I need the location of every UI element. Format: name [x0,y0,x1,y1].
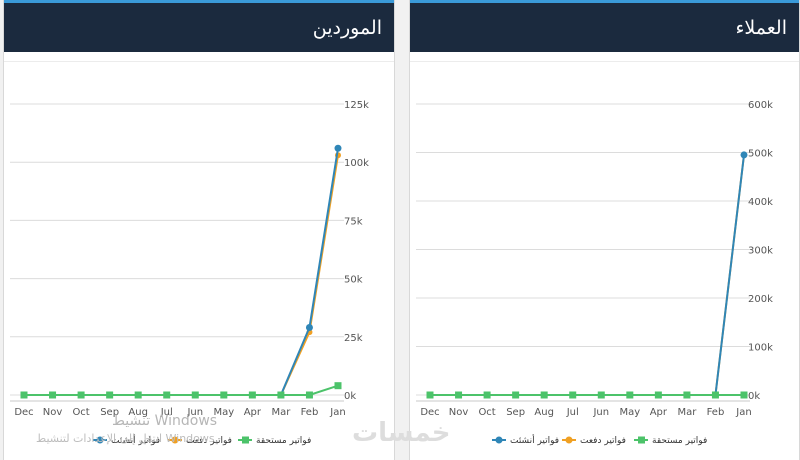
legend-marker [495,436,503,444]
x-tick-label: Feb [707,407,725,418]
x-tick-label: Dec [14,407,33,418]
data-point [711,391,719,399]
x-tick-label: Aug [534,407,554,418]
x-tick-label: Jun [592,407,609,418]
y-tick-label: 200k [748,294,773,305]
series-line [24,384,339,396]
customers-header: العملاء [410,0,799,52]
customers-chart: 0k 100k 200k 300k 400k 500k 600k Dec Nov Oct Sep Au… [416,100,773,446]
x-tick-label: Mar [271,407,291,418]
data-point [248,391,256,399]
x-tick-label: Nov [449,407,469,418]
legend-marker [242,436,249,444]
series-line [430,154,745,396]
data-point [483,391,491,399]
y-tick-label: 400k [748,197,773,208]
data-point [334,382,342,390]
data-point [455,391,463,399]
customers-title: العملاء [735,17,788,39]
y-tick-label: 25k [344,333,363,344]
suppliers-chart: 0k 25k 50k 75k 100k 125k Dec Nov Oct Sep Aug Jul Jun… [10,100,369,446]
chart-legend: فواتير أنشئت فواتير دفعت فواتير مستحقة [93,434,311,446]
customers-panel: العملاء 0k 100k 200k 300k 400k 500k 600k Dec Nov… [409,0,800,460]
legend-marker [638,436,645,444]
data-point [512,391,520,399]
data-point [540,391,548,399]
data-point [305,391,313,399]
x-tick-label: Mar [677,407,697,418]
data-point [220,391,228,399]
x-tick-label: Dec [420,407,439,418]
windows-activation-title: تنشيط Windows [112,413,218,429]
data-point [77,391,85,399]
chart-legend: فواتير أنشئت فواتير دفعت فواتير مستحقة [492,434,707,446]
data-point [20,391,28,399]
suppliers-header: الموردين [4,0,394,52]
legend-marker [96,436,104,444]
y-tick-label: 0k [344,391,356,402]
x-tick-label: Sep [100,407,119,418]
y-tick-label: 0k [748,391,760,402]
data-point [740,151,748,159]
data-point [334,144,342,152]
y-tick-label: 500k [748,149,773,160]
data-point [426,391,434,399]
legend-label: فواتير مستحقة [652,436,707,446]
x-tick-label: Aug [128,407,148,418]
y-tick-label: 125k [344,100,369,111]
x-tick-label: Oct [478,407,495,418]
data-point [49,391,57,399]
windows-activation-hint: انتقل إلى الإعدادات لتنشيط Windows. [36,432,219,445]
legend-label: فواتير دفعت [580,436,626,446]
legend-label: فواتير أنشئت [111,434,160,446]
x-tick-label: Oct [72,407,89,418]
legend-label: فواتير دفعت [186,436,232,446]
y-tick-label: 100k [344,158,369,169]
data-point [106,391,114,399]
data-point [277,391,285,399]
data-point [191,391,199,399]
data-point [134,391,142,399]
data-point [597,391,605,399]
legend-marker [171,436,179,444]
data-point [626,391,634,399]
legend-label: فواتير مستحقة [256,436,311,446]
x-tick-label: Jan [735,407,751,418]
x-tick-label: Jul [160,407,173,418]
data-point [305,323,313,331]
data-point [163,391,171,399]
y-tick-label: 600k [748,100,773,111]
x-tick-label: Nov [43,407,63,418]
data-point [683,391,691,399]
y-tick-label: 100k [748,343,773,354]
x-tick-label: Sep [506,407,525,418]
x-tick-label: Apr [244,407,262,418]
series-line [24,148,339,396]
series-line [24,155,339,396]
x-tick-label: Feb [301,407,319,418]
suppliers-panel: الموردين 0k 25k 50k 75k 100k 125k Dec Nov Oct Sep… [3,0,395,460]
y-tick-label: 50k [344,275,363,286]
x-tick-label: May [619,407,640,418]
x-tick-label: Jun [186,407,203,418]
legend-marker [565,436,573,444]
suppliers-title: الموردين [312,17,382,39]
x-tick-label: Jan [329,407,345,418]
legend-label: فواتير أنشئت [510,434,559,446]
y-tick-label: 75k [344,216,363,227]
khamsat-logo: خمسات [352,418,451,448]
x-tick-label: May [213,407,234,418]
data-point [654,391,662,399]
series-line [430,154,745,396]
data-point [740,391,748,399]
y-tick-label: 300k [748,246,773,257]
data-point [569,391,577,399]
x-tick-label: Jul [566,407,579,418]
x-tick-label: Apr [650,407,668,418]
